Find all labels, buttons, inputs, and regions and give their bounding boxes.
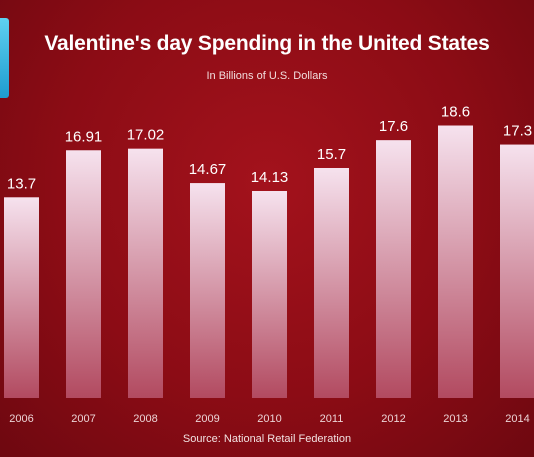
x-tick-label-2010: 2010 [257, 413, 281, 425]
x-tick-label-2009: 2009 [195, 413, 219, 425]
x-tick-label-2013: 2013 [443, 413, 467, 425]
bar-value-label-2010: 14.13 [251, 169, 289, 186]
bar-value-label-2007: 16.91 [65, 128, 103, 145]
chart-title: Valentine's day Spending in the United S… [44, 32, 490, 55]
bar-2008 [128, 148, 163, 398]
bar-2013 [438, 125, 473, 398]
bar-2012 [376, 140, 411, 398]
bar-2010 [252, 190, 287, 398]
bar-2007 [66, 150, 101, 398]
bar-value-label-2013: 18.6 [441, 104, 470, 121]
x-tick-label-2007: 2007 [71, 413, 95, 425]
bar-2011 [314, 167, 349, 398]
bar-value-label-2009: 14.67 [189, 161, 227, 178]
bar-2009 [190, 183, 225, 398]
x-tick-label-2014: 2014 [505, 413, 529, 425]
bar-value-label-2006: 13.7 [7, 175, 36, 192]
chart-source: Source: National Retail Federation [182, 433, 352, 445]
bar-value-label-2014: 17.3 [503, 123, 532, 140]
bar-value-label-2012: 17.6 [379, 118, 408, 135]
bar-2014 [500, 144, 534, 398]
x-tick-label-2011: 2011 [320, 413, 344, 425]
bar-2006 [4, 197, 39, 398]
x-tick-label-2008: 2008 [133, 413, 157, 425]
chart-subtitle: In Billions of U.S. Dollars [206, 70, 328, 82]
bar-value-label-2008: 17.02 [127, 127, 165, 144]
decorative-tab [0, 18, 9, 98]
x-tick-label-2012: 2012 [381, 413, 405, 425]
bar-value-label-2011: 15.7 [317, 146, 346, 163]
x-tick-label-2006: 2006 [9, 413, 33, 425]
